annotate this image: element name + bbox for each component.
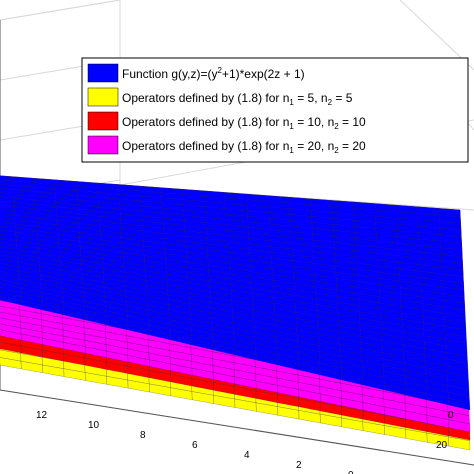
surface-0000ff <box>0 175 471 411</box>
legend-label: Operators defined by (1.8) for n1 = 5, n… <box>122 91 353 107</box>
front-tick-label: 10 <box>88 420 100 431</box>
legend-swatch <box>87 111 119 131</box>
front-tick-label: 12 <box>36 410 48 421</box>
legend-swatch <box>87 63 119 83</box>
front-tick-label: 2 <box>296 460 302 471</box>
grid-line <box>0 0 121 21</box>
surface-patch <box>448 419 471 433</box>
legend-frame <box>81 57 469 163</box>
surface-patch <box>448 398 471 411</box>
axis-line <box>0 389 474 466</box>
legend-label: Operators defined by (1.8) for n1 = 20, … <box>122 139 366 155</box>
surface-patch <box>448 436 471 451</box>
legend: Function g(y,z)=(y2+1)*exp(2z + 1) Operat… <box>81 57 469 163</box>
front-tick-label: 6 <box>192 440 198 451</box>
front-tick-label: 4 <box>244 450 250 461</box>
front-tick-label: 0 <box>348 470 354 474</box>
right-tick-label: 0 <box>448 410 454 421</box>
right-tick-label: 20 <box>436 440 448 451</box>
tick-labels: 121086420020 <box>36 410 454 474</box>
legend-label: Operators defined by (1.8) for n1 = 10, … <box>122 115 366 131</box>
surface-plot <box>0 175 471 451</box>
legend-swatch <box>87 135 119 155</box>
front-tick-label: 8 <box>140 430 146 441</box>
legend-label: Function g(y,z)=(y2+1)*exp(2z + 1) <box>122 66 305 81</box>
legend-swatch <box>87 87 119 107</box>
